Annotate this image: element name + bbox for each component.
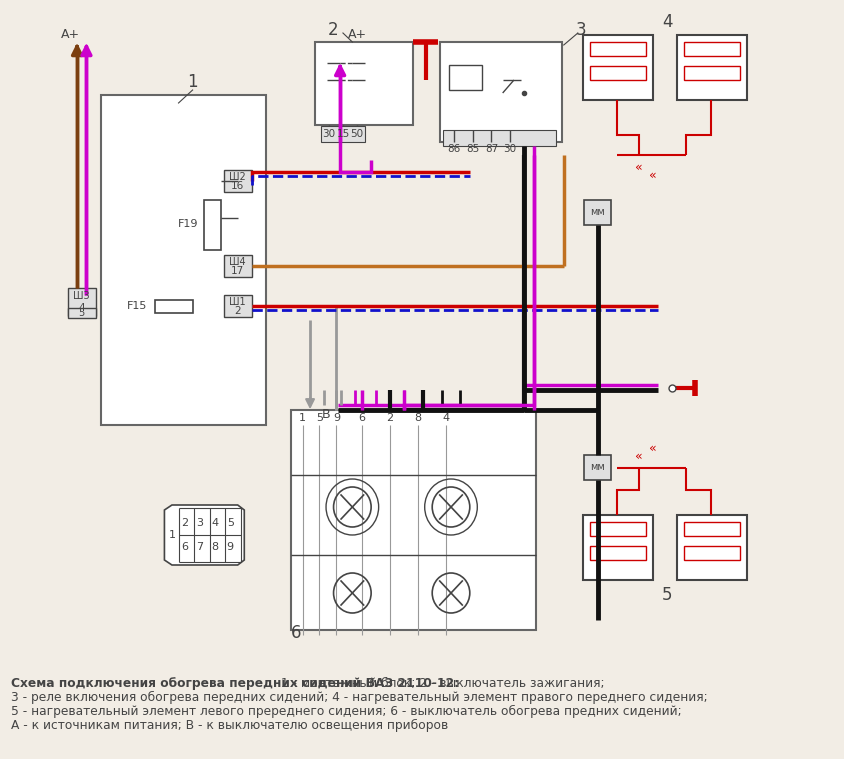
Text: 30: 30 [503, 144, 517, 154]
Bar [224, 255, 252, 277]
Text: В: В [321, 408, 329, 421]
Text: 8: 8 [211, 542, 219, 552]
Bar [443, 130, 555, 146]
Text: Ш2: Ш2 [229, 172, 246, 181]
Text: 17: 17 [230, 266, 244, 276]
Text: Ш3: Ш3 [73, 291, 90, 301]
Bar [589, 42, 646, 56]
Text: 9: 9 [226, 542, 234, 552]
Text: 50: 50 [350, 129, 363, 139]
Bar [203, 200, 220, 250]
Bar [291, 410, 535, 630]
Bar [439, 42, 561, 142]
Text: 6: 6 [290, 624, 300, 642]
Text: А+: А+ [347, 29, 366, 42]
Bar [314, 42, 413, 125]
Text: «: « [648, 168, 656, 181]
Bar [589, 66, 646, 80]
Text: Схема подключения обогрева передних сидений ВАЗ 2110-12:: Схема подключения обогрева передних сиде… [11, 677, 459, 690]
Text: 30: 30 [322, 129, 335, 139]
Text: 15: 15 [336, 129, 349, 139]
Bar [589, 522, 646, 536]
Bar [224, 295, 252, 317]
Bar [683, 546, 739, 560]
Text: 6: 6 [181, 542, 188, 552]
Text: 6: 6 [358, 413, 365, 423]
Bar [582, 35, 652, 100]
Text: 5: 5 [316, 413, 322, 423]
Bar [101, 95, 266, 425]
Text: 3: 3 [575, 21, 585, 39]
Bar [224, 170, 252, 192]
Text: «: « [648, 442, 656, 455]
Bar [68, 288, 95, 316]
Bar [154, 300, 192, 313]
Text: 4: 4 [661, 13, 672, 31]
Text: 3 - реле включения обогрева передних сидений; 4 - нагревательный элемент правого: 3 - реле включения обогрева передних сид… [11, 691, 707, 704]
Text: «: « [635, 160, 642, 174]
Bar [676, 35, 746, 100]
Text: «: « [635, 449, 642, 462]
Text: А+: А+ [61, 29, 80, 42]
Text: 3: 3 [197, 518, 203, 528]
Text: 87: 87 [484, 144, 497, 154]
Polygon shape [165, 505, 244, 565]
Bar [584, 200, 610, 225]
Text: 2: 2 [234, 306, 241, 316]
Bar [582, 515, 652, 580]
Text: 1 - монтажный блок; 2 - выключатель зажигания;: 1 - монтажный блок; 2 - выключатель зажи… [277, 677, 603, 690]
Text: Ш1: Ш1 [229, 297, 246, 307]
Text: 1: 1 [187, 73, 197, 91]
Text: 7: 7 [197, 542, 203, 552]
Text: 2: 2 [181, 518, 188, 528]
Text: А - к источникам питания; В - к выключателю освещения приборов: А - к источникам питания; В - к выключат… [11, 719, 448, 732]
Text: 2: 2 [386, 413, 393, 423]
Text: F19: F19 [177, 219, 198, 229]
Text: 5: 5 [78, 308, 84, 318]
Bar [683, 522, 739, 536]
Text: 4: 4 [211, 518, 219, 528]
Text: 16: 16 [230, 181, 244, 191]
Bar [683, 42, 739, 56]
Text: 4: 4 [78, 303, 85, 313]
Bar [68, 308, 95, 318]
Bar [589, 546, 646, 560]
Text: 4: 4 [442, 413, 449, 423]
Text: 86: 86 [446, 144, 460, 154]
Text: ᴍᴍ: ᴍᴍ [589, 207, 604, 217]
Bar [449, 65, 481, 90]
Text: 5: 5 [661, 586, 672, 604]
Text: 9: 9 [333, 413, 339, 423]
Text: ᴍᴍ: ᴍᴍ [589, 462, 604, 472]
Text: 1: 1 [299, 413, 306, 423]
Bar [584, 455, 610, 480]
Text: 8: 8 [414, 413, 421, 423]
Bar [683, 66, 739, 80]
Bar [676, 515, 746, 580]
Text: 2: 2 [327, 21, 338, 39]
Text: F15: F15 [127, 301, 148, 311]
Text: 5 - нагревательный элемент левого пререднего сидения; 6 - выключатель обогрева п: 5 - нагревательный элемент левого преред… [11, 705, 681, 718]
Text: 1: 1 [168, 530, 176, 540]
Bar [321, 126, 364, 142]
Text: 5: 5 [226, 518, 234, 528]
Text: 85: 85 [465, 144, 479, 154]
Text: Ш4: Ш4 [229, 257, 246, 266]
